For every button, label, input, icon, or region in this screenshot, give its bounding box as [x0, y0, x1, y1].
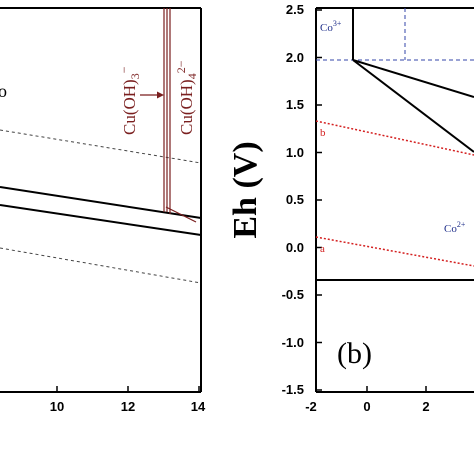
right-y-ticks [316, 9, 322, 391]
cu-oh3-label: Cu(OH)3− [117, 66, 142, 135]
cu-oh4-subscript: 4 [185, 73, 199, 79]
right-x-tick-label-0: 0 [363, 399, 370, 414]
cu-oh4-text: Cu(OH) [177, 79, 196, 135]
co2-label: Co2+ [444, 220, 466, 235]
co2-text: Co [444, 223, 457, 235]
co-lower-diagonal [352, 59, 474, 153]
water-line-a [315, 236, 474, 267]
y-tick-label-0.5: 0.5 [286, 192, 304, 207]
y-tick-label-1.5: 1.5 [286, 97, 304, 112]
y-tick-label-2.0: 2.0 [286, 50, 304, 65]
left-panel: 10 12 14 Cu(OH)3− Cu(OH)42− [0, 7, 206, 414]
left-lower-dashed-line [0, 247, 202, 284]
y-tick-label-0.0: 0.0 [286, 240, 304, 255]
co3-text: Co [320, 22, 333, 34]
right-x-tick-label-2: 2 [422, 399, 429, 414]
water-line-b-label: b [320, 127, 326, 139]
cu-oh3-subscript: 3 [128, 73, 142, 79]
cu-oh3-superscript: − [117, 66, 131, 73]
right-panel: Eh (V) 2.5 2.0 1.5 1.0 0.5 0.0 [227, 2, 474, 414]
eh-axis-title: Eh (V) [227, 141, 264, 238]
left-x-tick-label-12: 12 [121, 399, 135, 414]
panel-label-b: (b) [337, 337, 372, 370]
left-x-tick-label-14: 14 [191, 399, 206, 414]
water-line-b [315, 120, 474, 156]
co-upper-diagonal [352, 59, 474, 98]
y-tick-label-neg0.5: -0.5 [282, 287, 304, 302]
cu-oh4-superscript: 2− [174, 60, 188, 73]
left-fragment-label: o [0, 81, 7, 101]
y-tick-label-neg1.0: -1.0 [282, 335, 304, 350]
water-line-a-label: a [320, 243, 325, 255]
cu-diagonal-segment [165, 206, 197, 223]
left-boundary-upper [0, 186, 202, 219]
y-tick-label-neg1.5: -1.5 [282, 382, 304, 397]
y-tick-label-2.5: 2.5 [286, 2, 304, 17]
cu-oh3-text: Cu(OH) [120, 79, 139, 135]
cu-oh4-label: Cu(OH)42− [174, 60, 199, 135]
left-upper-dashed-line [0, 129, 202, 164]
left-boundary-lower [0, 204, 202, 236]
co3-label: Co3+ [320, 19, 342, 34]
cu-oh3-arrow-head [157, 91, 164, 99]
right-x-tick-label-neg2: -2 [305, 399, 317, 414]
left-x-tick-label-10: 10 [50, 399, 64, 414]
co2-superscript: 2+ [457, 220, 466, 229]
y-tick-label-1.0: 1.0 [286, 145, 304, 160]
co3-superscript: 3+ [333, 19, 342, 28]
